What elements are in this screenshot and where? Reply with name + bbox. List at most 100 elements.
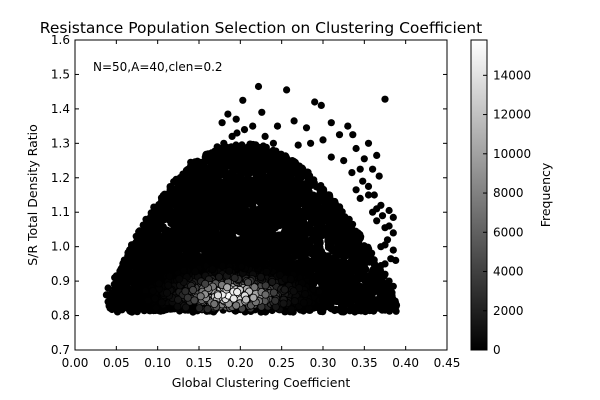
scatter-point: [336, 203, 344, 211]
scatter-point: [205, 233, 213, 241]
scatter-point: [258, 212, 266, 220]
scatter-point: [215, 209, 223, 217]
scatter-point: [347, 244, 355, 252]
scatter-point: [287, 232, 296, 241]
scatter-point: [330, 246, 338, 254]
scatter-point: [253, 143, 261, 151]
scatter-point: [274, 183, 282, 191]
scatter-point: [228, 149, 236, 157]
scatter-point: [333, 231, 341, 239]
scatter-point: [151, 251, 159, 259]
scatter-point: [254, 165, 262, 173]
scatter-point: [286, 211, 295, 219]
scatter-point: [306, 225, 314, 233]
scatter-point: [293, 236, 301, 245]
scatter-point: [228, 188, 236, 196]
scatter-point: [293, 214, 301, 222]
scatter-point: [225, 193, 233, 201]
scatter-point: [179, 239, 187, 247]
scatter-point: [304, 269, 313, 278]
scatter-point: [308, 176, 316, 184]
scatter-point: [297, 222, 305, 230]
scatter-point: [189, 200, 198, 208]
scatter-point: [272, 152, 280, 160]
scatter-point: [241, 152, 250, 160]
scatter-point: [373, 266, 382, 275]
scatter-point: [190, 232, 198, 240]
scatter-point: [186, 218, 194, 226]
scatter-point: [318, 250, 326, 258]
scatter-point: [152, 233, 160, 241]
scatter-point: [229, 171, 237, 180]
scatter-point: [252, 185, 260, 193]
scatter-point: [238, 162, 247, 170]
chart-title: Resistance Population Selection on Clust…: [40, 19, 482, 37]
scatter-point: [212, 232, 220, 240]
scatter-point: [159, 307, 167, 315]
scatter-point: [248, 231, 256, 239]
scatter-point: [231, 158, 239, 166]
scatter-point: [370, 259, 378, 267]
scatter-point: [349, 306, 357, 314]
scatter-point: [201, 211, 209, 219]
scatter-point: [352, 264, 361, 272]
scatter-point: [366, 252, 374, 261]
scatter-point: [232, 178, 240, 187]
scatter-point: [280, 164, 288, 172]
scatter-point: [181, 174, 189, 182]
scatter-point: [172, 227, 180, 235]
scatter-point: [344, 232, 352, 240]
scatter-point: [266, 220, 274, 228]
scatter-point: [218, 183, 226, 191]
scatter-point: [246, 164, 254, 172]
scatter-point: [311, 244, 319, 252]
scatter-point: [140, 306, 148, 315]
scatter-point: [287, 199, 295, 207]
scatter-point: [246, 147, 254, 155]
scatter-point: [279, 215, 287, 223]
scatter-point: [217, 215, 225, 223]
scatter-point: [288, 157, 296, 165]
scatter-point: [341, 305, 349, 314]
scatter-point: [218, 198, 226, 206]
scatter-point: [178, 196, 186, 204]
scatter-point: [346, 238, 354, 246]
scatter-point: [170, 178, 178, 186]
scatter-point: [228, 206, 236, 214]
scatter-point: [211, 222, 219, 230]
scatter-point: [184, 190, 192, 198]
scatter-point: [333, 217, 341, 225]
scatter-point: [196, 228, 204, 237]
scatter-point: [271, 199, 279, 207]
scatter-point: [349, 252, 357, 260]
scatter-point: [206, 226, 214, 234]
scatter-point: [300, 241, 308, 249]
scatter-point: [208, 149, 216, 157]
scatter-point: [344, 219, 352, 227]
scatter-point: [367, 287, 376, 295]
scatter-point: [207, 200, 215, 208]
scatter-point: [269, 146, 277, 154]
scatter-point: [192, 162, 200, 170]
scatter-point: [209, 211, 217, 219]
scatter-point: [269, 210, 277, 218]
scatter-point: [273, 217, 281, 225]
scatter-point: [353, 279, 361, 287]
scatter-point: [202, 151, 210, 159]
scatter-point: [196, 181, 204, 189]
scatter-point: [192, 195, 201, 203]
scatter-point: [359, 252, 367, 260]
scatter-point: [292, 207, 300, 216]
scatter-point: [184, 200, 192, 208]
scatter-point: [303, 194, 311, 202]
scatter-point: [287, 220, 295, 228]
scatter-point: [238, 146, 246, 154]
scatter-point: [365, 274, 373, 282]
scatter-point: [386, 304, 395, 312]
scatter-point: [267, 243, 275, 251]
scatter-point: [277, 170, 285, 178]
scatter-point: [173, 254, 181, 262]
scatter-point: [322, 193, 331, 202]
scatter-point: [240, 199, 248, 207]
scatter-point: [262, 234, 271, 242]
